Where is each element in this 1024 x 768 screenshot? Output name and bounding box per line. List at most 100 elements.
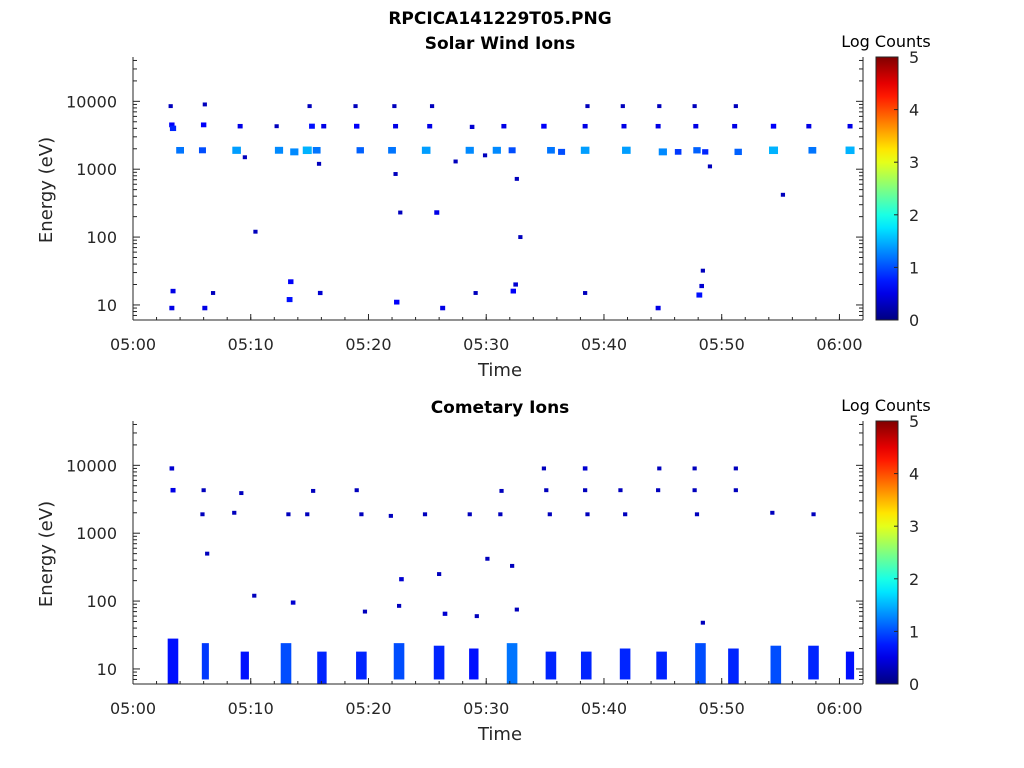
x-tick-label: 05:00: [110, 335, 156, 354]
spectrogram-pixel: [253, 229, 258, 234]
spectrogram-pixel: [657, 466, 662, 471]
y-axis-label: Energy (eV): [36, 501, 57, 607]
colorbar-tick-label: 2: [909, 570, 919, 589]
spectrogram-band: [356, 651, 367, 680]
spectrogram-pixel: [198, 147, 206, 154]
spectrogram-pixel: [168, 104, 173, 109]
panel-title: Solar Wind Ions: [425, 34, 576, 54]
y-tick-label: 1000: [76, 524, 117, 543]
x-tick-label: 06:00: [816, 699, 862, 718]
spectrogram-pixel: [202, 305, 208, 311]
spectrogram-pixel: [274, 146, 284, 154]
spectrogram-pixel: [288, 279, 294, 285]
y-axis-label: Energy (eV): [36, 137, 57, 243]
spectrogram-pixel: [232, 510, 237, 515]
spectrogram-pixel: [307, 104, 312, 109]
spectrogram-pixel: [309, 123, 315, 129]
spectrogram-pixel: [693, 147, 701, 154]
spectrogram-pixel: [354, 488, 359, 493]
spectrogram-pixel: [274, 124, 279, 129]
spectrogram-pixel: [547, 146, 555, 154]
spectrogram-pixel: [733, 104, 738, 109]
spectrogram-pixel: [582, 123, 588, 129]
spectrogram-pixel: [321, 123, 327, 129]
spectrogram-pixel: [467, 512, 472, 517]
spectrogram-pixel: [808, 146, 817, 154]
spectrogram-pixel: [210, 291, 216, 295]
spectrogram-pixel: [510, 288, 517, 294]
colorbar-tick-label: 1: [909, 258, 919, 277]
spectrogram-pixel: [169, 125, 177, 132]
spectrogram-pixel: [302, 146, 312, 155]
spectrogram-pixel: [694, 512, 700, 517]
y-tick-label: 10000: [66, 92, 117, 111]
panel-solar-wind-ions: Solar Wind Ions 05:00 05:10 05:20 05:30 05:4…: [36, 32, 931, 381]
spectrogram-pixel: [702, 149, 709, 155]
spectrogram-pixel: [707, 164, 713, 169]
panel-title: Cometary Ions: [431, 398, 570, 418]
spectrogram-band: [619, 648, 631, 680]
x-tick-label: 05:10: [228, 335, 274, 354]
spectrogram-band: [201, 643, 209, 680]
spectrogram-pixel: [398, 210, 403, 215]
spectrogram-pixel: [205, 551, 210, 556]
data-layer: [167, 466, 855, 684]
spectrogram-pixel: [312, 146, 321, 154]
spectrogram-pixel: [700, 268, 705, 273]
spectrogram-pixel: [622, 146, 631, 154]
spectrogram-pixel: [393, 172, 398, 176]
spectrogram-pixel: [201, 488, 206, 493]
spectrogram-pixel: [499, 488, 504, 493]
spectrogram-pixel: [655, 123, 661, 129]
spectrogram-pixel: [453, 159, 458, 164]
x-tick-label: 05:40: [581, 699, 627, 718]
x-tick-label: 05:30: [463, 699, 509, 718]
spectrogram-pixel: [356, 147, 364, 154]
spectrogram-pixel: [421, 146, 431, 154]
spectrogram-pixel: [427, 123, 433, 129]
x-tick-label: 05:20: [345, 699, 391, 718]
spectrogram-pixel: [290, 148, 299, 156]
spectrogram-band: [808, 645, 819, 680]
spectrogram-band: [728, 648, 739, 684]
y-tick-label: 100: [86, 592, 117, 611]
spectrogram-band: [545, 651, 557, 680]
x-tick-label: 05:50: [699, 699, 745, 718]
colorbar-tick-label: 0: [909, 675, 919, 694]
panel-cometary-ions: Cometary Ions 05:00 05:10 05:20 05:30 05:40 0…: [36, 396, 931, 745]
spectrogram-pixel: [429, 104, 435, 109]
spectrogram-pixel: [583, 291, 588, 295]
spectrogram-pixel: [388, 146, 396, 154]
spectrogram-pixel: [422, 512, 428, 517]
spectrogram-pixel: [169, 122, 175, 128]
spectrogram-pixel: [657, 104, 662, 109]
spectrogram-pixel: [847, 123, 853, 129]
spectrogram-pixel: [580, 146, 590, 154]
colorbar-tick-label: 4: [909, 101, 919, 120]
colorbar-label: Log Counts: [841, 396, 931, 415]
spectrogram-pixel: [316, 161, 322, 166]
spectrogram-pixel: [169, 305, 175, 311]
spectrogram-pixel: [498, 512, 503, 517]
spectrogram-band: [469, 648, 479, 680]
spectrogram-pixel: [242, 155, 247, 160]
spectrogram-pixel: [170, 487, 176, 493]
spectrogram-pixel: [733, 466, 738, 471]
spectrogram-pixel: [399, 577, 404, 582]
spectrogram-band: [167, 638, 179, 684]
x-axis-label: Time: [477, 724, 522, 745]
spectrogram-band: [240, 651, 249, 680]
colorbar: [875, 56, 899, 321]
spectrogram-pixel: [434, 210, 440, 215]
spectrogram-pixel: [501, 123, 507, 129]
spectrogram-band: [317, 651, 327, 684]
spectrogram-pixel: [239, 491, 244, 496]
spectrogram-pixel: [620, 104, 625, 109]
spectrogram-pixel: [770, 123, 777, 129]
spectrogram-pixel: [394, 299, 400, 305]
spectrogram-pixel: [582, 466, 588, 471]
colorbar-tick-label: 5: [909, 48, 919, 67]
spectrogram-pixel: [544, 488, 549, 493]
spectrogram-band: [393, 643, 405, 680]
